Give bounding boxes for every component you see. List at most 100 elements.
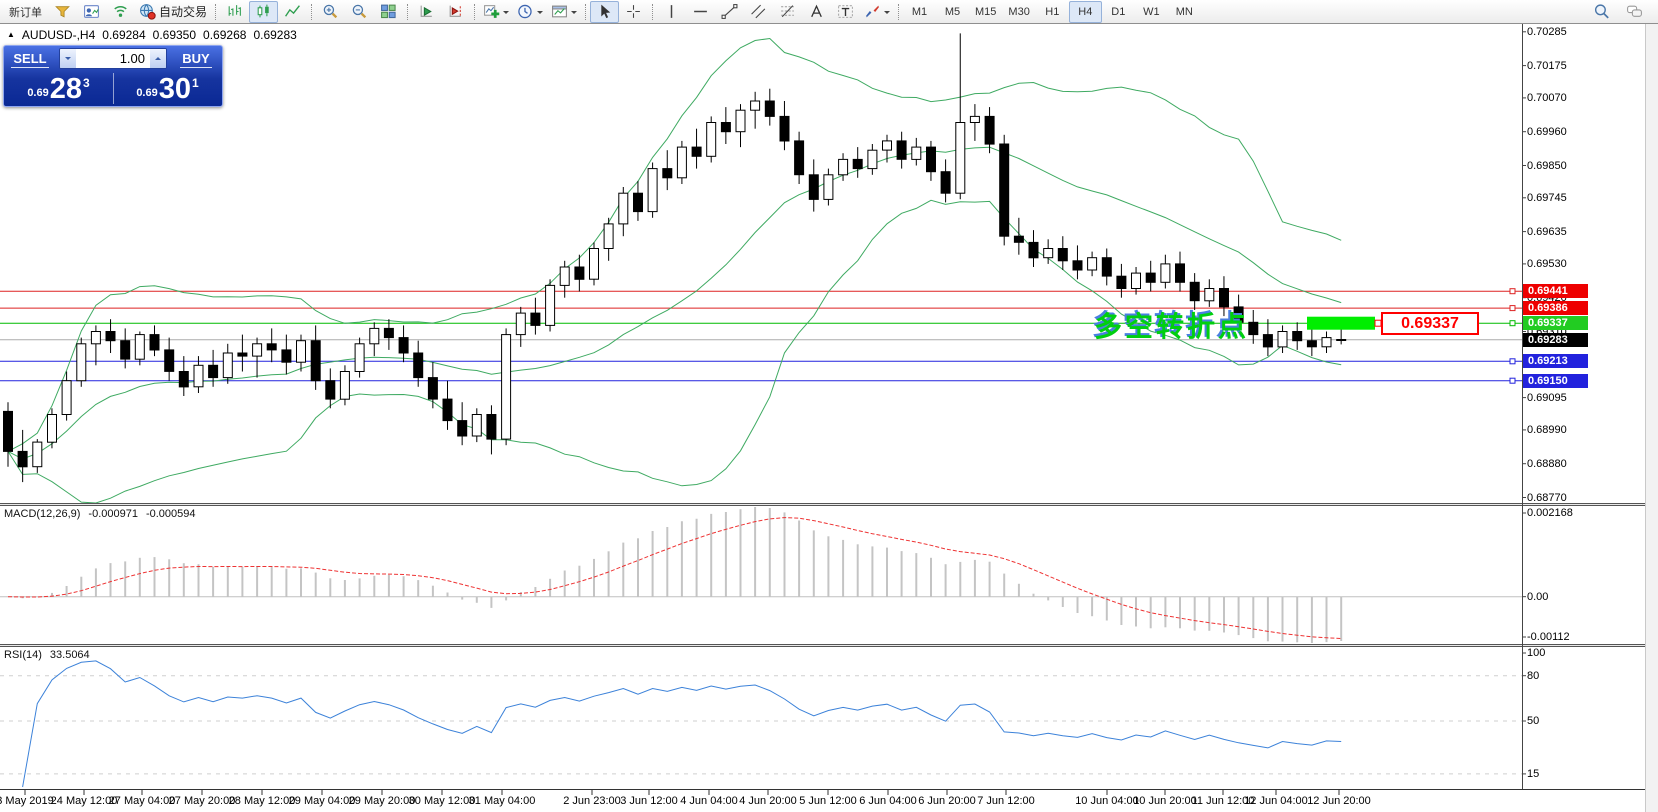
candle-body bbox=[1116, 275, 1127, 290]
candle-body bbox=[501, 334, 512, 440]
collapse-icon[interactable]: ▲ bbox=[7, 30, 15, 39]
buy-button[interactable]: BUY bbox=[180, 51, 212, 68]
chart-header: ▲ AUDUSD-,H4 0.69284 0.69350 0.69268 0.6… bbox=[7, 28, 297, 42]
candle-body bbox=[647, 168, 658, 213]
toolbar-separator bbox=[311, 3, 313, 20]
candle-body bbox=[1013, 235, 1024, 243]
new-order-button[interactable]: 新订单 bbox=[3, 1, 48, 23]
right-scroll-strip[interactable] bbox=[1645, 24, 1658, 812]
publish-button[interactable] bbox=[48, 1, 77, 23]
candle-body bbox=[178, 371, 189, 388]
candle-body bbox=[779, 115, 790, 142]
toolbar-separator bbox=[407, 3, 409, 20]
tf-mn-button[interactable]: MN bbox=[1168, 1, 1201, 23]
arrows-button[interactable] bbox=[860, 1, 894, 23]
volume-decrease-button[interactable] bbox=[60, 49, 76, 68]
toolbar-separator bbox=[474, 3, 476, 20]
candle-body bbox=[882, 140, 892, 151]
candle-body bbox=[1336, 339, 1347, 341]
sell-button[interactable]: SELL bbox=[11, 51, 49, 68]
tf-h1-button[interactable]: H1 bbox=[1036, 1, 1069, 23]
chevron-down-icon[interactable] bbox=[537, 10, 544, 17]
vertical-line-button[interactable] bbox=[657, 1, 686, 23]
pane-splitter[interactable] bbox=[0, 503, 1658, 506]
cursor-button[interactable] bbox=[590, 0, 620, 23]
tf-d1-button[interactable]: D1 bbox=[1102, 1, 1135, 23]
highlight-bar[interactable] bbox=[1307, 316, 1375, 330]
tf-d1-button-label: D1 bbox=[1111, 5, 1126, 18]
tf-w1-button[interactable]: W1 bbox=[1135, 1, 1168, 23]
tf-m15-button[interactable]: M15 bbox=[969, 1, 1002, 23]
horizontal-line-button[interactable] bbox=[686, 1, 715, 23]
candle-body bbox=[838, 158, 849, 176]
candle-body bbox=[486, 414, 497, 440]
pane-splitter[interactable] bbox=[0, 644, 1658, 647]
candle-body bbox=[164, 349, 175, 372]
candle-body bbox=[1131, 272, 1141, 290]
channel-button[interactable] bbox=[744, 1, 773, 23]
tf-h1-button-label: H1 bbox=[1045, 5, 1060, 18]
tf-m1-button[interactable]: M1 bbox=[903, 1, 936, 23]
line-chart-button[interactable] bbox=[278, 1, 307, 23]
price-callout-label[interactable]: 0.69337 bbox=[1381, 312, 1479, 335]
auto-trading-button[interactable]: 自动交易 bbox=[135, 1, 211, 23]
search-icon bbox=[1593, 3, 1610, 20]
candle-body bbox=[515, 312, 526, 336]
periods-button[interactable] bbox=[513, 1, 547, 23]
chevron-down-icon[interactable] bbox=[571, 10, 578, 17]
macd-signal-line bbox=[7, 517, 1342, 639]
pane-frames bbox=[0, 24, 1658, 795]
buy-price[interactable]: 0.69 30 1 bbox=[136, 73, 199, 105]
crosshair-button[interactable] bbox=[619, 1, 648, 23]
candle-body bbox=[720, 122, 731, 133]
candle-body bbox=[252, 343, 263, 357]
candle-body bbox=[691, 146, 702, 157]
candlestick-chart-button[interactable] bbox=[249, 0, 279, 23]
indicators-button[interactable] bbox=[479, 1, 513, 23]
bar-chart-button[interactable] bbox=[220, 1, 249, 23]
candle-body bbox=[735, 109, 746, 133]
volume-increase-button[interactable] bbox=[150, 49, 166, 68]
candle-body bbox=[281, 349, 292, 363]
volume-input[interactable] bbox=[76, 51, 150, 66]
chat-button[interactable] bbox=[1620, 1, 1649, 23]
chart-shift-button[interactable] bbox=[441, 1, 470, 23]
tf-h4-button-label: H4 bbox=[1078, 5, 1093, 18]
tf-m30-button[interactable]: M30 bbox=[1002, 1, 1035, 23]
textA-icon bbox=[808, 3, 825, 20]
sell-price[interactable]: 0.69 28 3 bbox=[27, 73, 90, 105]
search-button[interactable] bbox=[1587, 1, 1616, 23]
rsi-line bbox=[22, 660, 1342, 788]
candle-body bbox=[1277, 331, 1288, 348]
tile-windows-button[interactable] bbox=[374, 1, 403, 23]
label-button[interactable] bbox=[831, 1, 860, 23]
tf-m5-button-label: M5 bbox=[944, 5, 961, 18]
symbol-title: AUDUSD-,H4 bbox=[21, 28, 96, 42]
candle-body bbox=[105, 331, 116, 342]
line-handle bbox=[1509, 320, 1516, 327]
fibonacci-button[interactable] bbox=[773, 1, 802, 23]
zoomin-icon bbox=[322, 3, 339, 20]
zoom-out-button[interactable] bbox=[345, 1, 374, 23]
candle-body bbox=[926, 146, 936, 173]
trendline-button[interactable] bbox=[715, 1, 744, 23]
zoom-in-button[interactable] bbox=[316, 1, 345, 23]
text-button[interactable] bbox=[802, 1, 831, 23]
signal-icon bbox=[112, 3, 129, 20]
tf-m5-button[interactable]: M5 bbox=[936, 1, 969, 23]
auto-scroll-button[interactable] bbox=[412, 1, 441, 23]
templates-button[interactable] bbox=[547, 1, 581, 23]
chevron-down-icon[interactable] bbox=[503, 10, 510, 17]
ohlc-close: 0.69283 bbox=[253, 28, 297, 42]
candle-body bbox=[1072, 260, 1083, 271]
signals-button[interactable] bbox=[106, 1, 135, 23]
market-watch-button[interactable] bbox=[77, 1, 106, 23]
candle-body bbox=[413, 352, 424, 379]
tf-h4-button[interactable]: H4 bbox=[1068, 0, 1102, 23]
chart-text-annotation[interactable]: 多空转折点 bbox=[1094, 311, 1250, 342]
chevron-down-icon[interactable] bbox=[884, 10, 891, 17]
main-price-pane bbox=[0, 33, 1522, 504]
line-handle bbox=[1509, 358, 1516, 365]
